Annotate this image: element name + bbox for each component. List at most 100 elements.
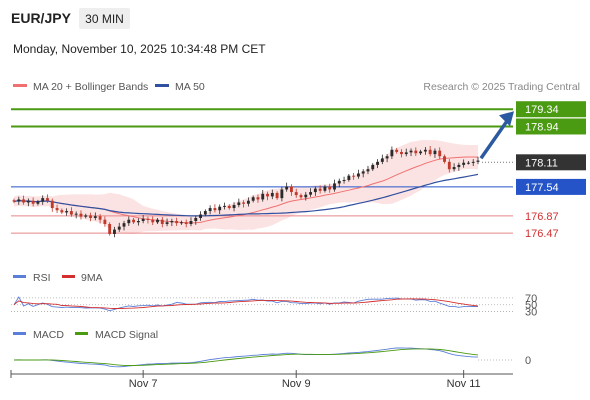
candle-body [203,211,207,215]
candle-body [352,175,356,177]
timeframe-label: 30 MIN [85,12,124,26]
macd-zero-label: 0 [525,355,531,367]
candle-body [251,197,255,201]
x-tick-label-Nov-9: Nov 9 [282,378,311,390]
candle-body [218,206,222,211]
level-label-177.54: 177.54 [525,182,559,194]
rsi-level-label-70: 70 [525,293,537,305]
candle-body [270,192,274,197]
ma50-legend-label: MA 50 [175,81,205,93]
candle-body [117,226,121,230]
candle-body [400,151,403,155]
forecast-arrow-layer [479,111,514,160]
candle-body [376,161,379,165]
candle-body [304,194,308,198]
ma50-line [13,173,479,217]
macd-signal-line [14,348,479,366]
x-axis-ticks: Nov 7 Nov 9 Nov 11 [10,370,481,390]
candle-body [17,199,21,202]
candle-body [146,218,150,220]
macd-signal-legend-label: MACD Signal [95,329,158,341]
candle-body [98,216,102,220]
bollinger-band-fill [14,140,478,234]
candle-body [89,215,92,218]
candle-body [160,219,164,225]
rsi-level-label-50: 50 [525,300,537,312]
current-price-label: 178.11 [525,157,558,169]
candle-body [41,198,45,202]
candle-body [55,208,59,211]
candle-body [46,198,49,201]
x-tick-label-Nov-7: Nov 7 [129,378,158,390]
candle-body [409,150,413,153]
rsi-ma-legend-swatch [62,275,75,278]
candle-body [299,195,303,198]
candle-body [84,215,88,217]
timeframe-badge[interactable] [79,8,130,29]
forecast-arrow-head [499,111,514,127]
candle-body [366,169,370,172]
credit-label: Research © 2025 Trading Central [423,81,580,93]
candle-body [136,221,140,223]
ma20-legend-swatch [13,84,27,87]
candle-body [232,205,236,209]
candle-body [452,167,456,170]
level-box-178.94 [516,118,586,135]
candle-body [428,149,432,155]
candle-body [390,149,394,157]
candle-body [333,183,336,190]
candle-body [156,219,159,223]
candle-body [323,186,327,191]
level-label-178.94: 178.94 [525,121,559,133]
macd-signal-legend-swatch [75,332,88,335]
level-label-179.34: 179.34 [525,104,559,116]
level-box-177.54 [516,178,586,195]
candle-body [60,210,64,213]
candle-body [170,221,174,223]
candle-body [242,202,246,204]
candle-body [237,202,241,206]
rsi-ma-legend-label: 9MA [81,272,103,284]
candle-body [380,158,384,162]
candle-body [457,164,461,168]
candle-body [438,150,442,157]
candle-body [256,197,260,200]
candle-body [443,156,446,162]
candle-body [275,192,279,199]
level-box-179.34 [516,101,586,118]
candle-body [213,208,217,211]
candle-body [404,152,408,155]
candle-body [227,205,231,209]
candle-body [423,149,427,152]
candles-layer [12,145,480,238]
candle-body [318,188,322,191]
candle-body [266,193,269,197]
candle-body [65,211,69,213]
x-tick-label-Nov-11: Nov 11 [447,378,481,390]
candle-body [466,162,470,164]
candle-body [208,208,212,212]
candle-body [294,192,298,196]
candle-body [285,186,289,190]
candle-body [93,216,97,218]
ma20-legend-label: MA 20 + Bollinger Bands [33,81,148,93]
candle-body [141,218,145,221]
candle-body [50,200,54,209]
candle-body [199,214,202,218]
candle-body [12,200,16,202]
candle-body [103,219,107,225]
candle-body [175,221,179,224]
level-label-176.47: 176.47 [525,228,559,240]
candle-body [385,156,389,159]
candle-body [31,200,35,204]
rsi-ma-line [13,298,479,309]
bollinger-band-layer [14,140,478,234]
candle-body [74,213,78,215]
candle-body [309,192,313,195]
symbol-title: EUR/JPY [11,10,72,26]
candle-body [280,189,284,199]
candle-body [189,221,193,225]
candle-body [462,162,466,165]
forecast-arrow-shaft [479,117,511,160]
